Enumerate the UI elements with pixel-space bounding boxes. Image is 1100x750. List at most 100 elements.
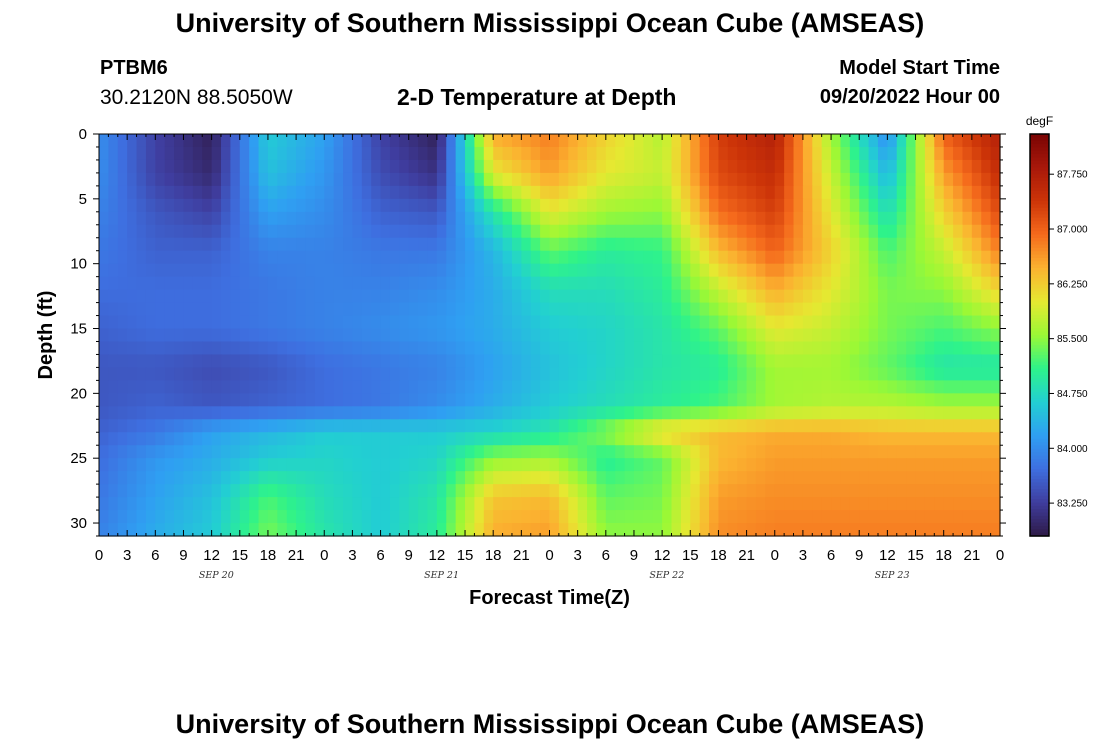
heatmap-cell (934, 250, 945, 265)
heatmap-cell (587, 224, 598, 239)
heatmap-cell (981, 523, 992, 537)
heatmap-cell (277, 406, 288, 420)
heatmap-cell (258, 484, 269, 498)
heatmap-cell (699, 146, 710, 161)
heatmap-cell (399, 432, 410, 446)
heatmap-cell (164, 393, 175, 407)
heatmap-cell (127, 146, 138, 161)
heatmap-cell (136, 328, 147, 343)
heatmap-cell (230, 497, 241, 511)
colorbar-segment (1030, 345, 1049, 349)
y-tick-label: 0 (79, 126, 87, 143)
heatmap-cell (361, 406, 372, 420)
heatmap-cell (718, 276, 729, 291)
heatmap-cell (277, 224, 288, 239)
heatmap-cell (568, 315, 579, 330)
heatmap-cell (737, 367, 748, 381)
heatmap-cell (380, 380, 391, 394)
heatmap-cell (718, 341, 729, 356)
heatmap-cell (267, 445, 278, 459)
heatmap-cell (343, 146, 354, 161)
heatmap-cell (371, 134, 382, 148)
heatmap-cell (615, 367, 626, 381)
heatmap-cell (296, 315, 307, 330)
heatmap-cell (765, 185, 776, 200)
heatmap-cell (192, 172, 203, 187)
heatmap-cell (530, 354, 541, 369)
heatmap-cell (380, 354, 391, 369)
heatmap-cell (596, 146, 607, 161)
heatmap-cell (558, 198, 569, 213)
heatmap-cell (333, 341, 344, 356)
heatmap-cell (699, 211, 710, 226)
heatmap-cell (690, 432, 701, 446)
heatmap-cell (896, 445, 907, 459)
heatmap-cell (709, 354, 720, 369)
heatmap-cell (164, 159, 175, 174)
heatmap-cell (192, 146, 203, 161)
heatmap-cell (164, 458, 175, 472)
x-tick-label: 12 (654, 547, 671, 564)
heatmap-cell (596, 328, 607, 343)
heatmap-cell (455, 510, 466, 524)
heatmap-cell (502, 419, 513, 433)
heatmap-cell (361, 484, 372, 498)
heatmap-cell (202, 211, 213, 226)
heatmap-cell (389, 458, 400, 472)
heatmap-cell (455, 289, 466, 304)
heatmap-cell (812, 237, 823, 252)
heatmap-cell (455, 445, 466, 459)
heatmap-cell (896, 380, 907, 394)
heatmap-cell (877, 315, 888, 330)
heatmap-cell (765, 315, 776, 330)
heatmap-cell (906, 380, 917, 394)
colorbar-segment (1030, 234, 1049, 239)
colorbar-segment (1030, 167, 1049, 172)
heatmap-cell (802, 159, 813, 174)
heatmap-cell (277, 497, 288, 511)
heatmap-cell (755, 484, 766, 498)
heatmap-cell (136, 211, 147, 226)
heatmap-cell (671, 445, 682, 459)
heatmap-cell (389, 419, 400, 433)
heatmap-cell (671, 276, 682, 291)
heatmap-cell (296, 471, 307, 485)
heatmap-cell (971, 406, 982, 420)
heatmap-cell (671, 134, 682, 148)
station-coords: 30.2120N 88.5050W (100, 86, 293, 109)
heatmap-cell (727, 289, 738, 304)
heatmap-cell (446, 445, 457, 459)
heatmap-cell (305, 419, 316, 433)
heatmap-cell (399, 315, 410, 330)
heatmap-cell (981, 471, 992, 485)
heatmap-cell (924, 445, 935, 459)
heatmap-cell (361, 341, 372, 356)
heatmap-cell (652, 211, 663, 226)
heatmap-cell (211, 341, 222, 356)
heatmap-cell (418, 146, 429, 161)
heatmap-cell (408, 289, 419, 304)
heatmap-cell (127, 354, 138, 369)
heatmap-cell (755, 354, 766, 369)
heatmap-cell (643, 445, 654, 459)
colorbar-segment (1030, 475, 1049, 480)
heatmap-cell (624, 393, 635, 407)
heatmap-cell (483, 445, 494, 459)
heatmap-cell (136, 276, 147, 291)
heatmap-cell (821, 302, 832, 317)
heatmap-cell (755, 380, 766, 394)
heatmap-cell (389, 211, 400, 226)
heatmap-cell (896, 159, 907, 174)
heatmap-cell (277, 328, 288, 343)
heatmap-cell (615, 380, 626, 394)
heatmap-cell (962, 263, 973, 278)
heatmap-cell (568, 406, 579, 420)
heatmap-cell (380, 185, 391, 200)
heatmap-cell (596, 289, 607, 304)
heatmap-cell (953, 393, 964, 407)
heatmap-cell (849, 146, 860, 161)
heatmap-cell (446, 458, 457, 472)
heatmap-cell (230, 237, 241, 252)
heatmap-cell (540, 263, 551, 278)
heatmap-cell (943, 471, 954, 485)
